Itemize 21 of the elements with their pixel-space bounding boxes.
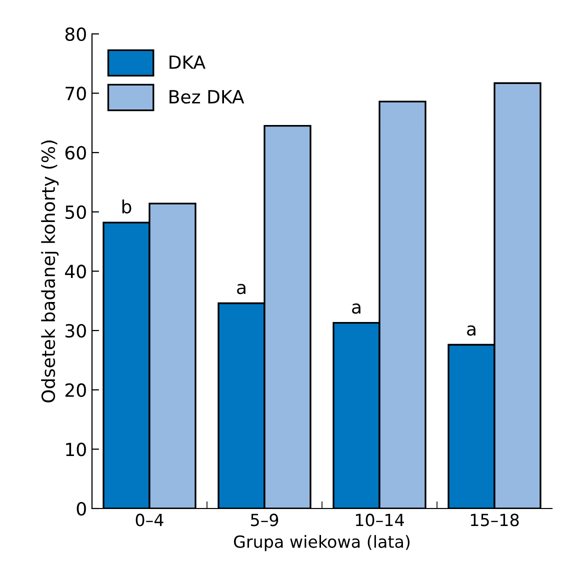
x-tick-label: 15–18 <box>470 514 519 526</box>
annotation: a <box>237 284 246 294</box>
legend-label: Bez DKA <box>170 90 244 104</box>
y-tick-label: 10 <box>66 442 86 456</box>
y-tick-label: 60 <box>65 146 86 160</box>
annotation: a <box>352 303 360 314</box>
y-axis-title: Odsetek badanej kohorty (%) <box>41 140 59 402</box>
y-tick-label: 70 <box>66 86 86 100</box>
x-tick-label: 0–4 <box>136 514 164 526</box>
annotation: a <box>467 325 476 336</box>
x-tick-label: 5–9 <box>251 514 278 526</box>
y-tick-label: 30 <box>66 324 86 338</box>
y-tick-label: 50 <box>66 205 86 219</box>
y-tick-label: 80 <box>65 27 86 42</box>
y-tick-label: 40 <box>65 264 86 278</box>
legend-label: DKA <box>170 56 206 69</box>
x-axis-title: Grupa wiekowa (lata) <box>234 535 410 552</box>
x-tick-label: 10–14 <box>356 514 404 526</box>
y-tick-label: 0 <box>76 502 86 516</box>
annotation: b <box>122 200 132 214</box>
y-tick-label: 20 <box>65 383 86 397</box>
